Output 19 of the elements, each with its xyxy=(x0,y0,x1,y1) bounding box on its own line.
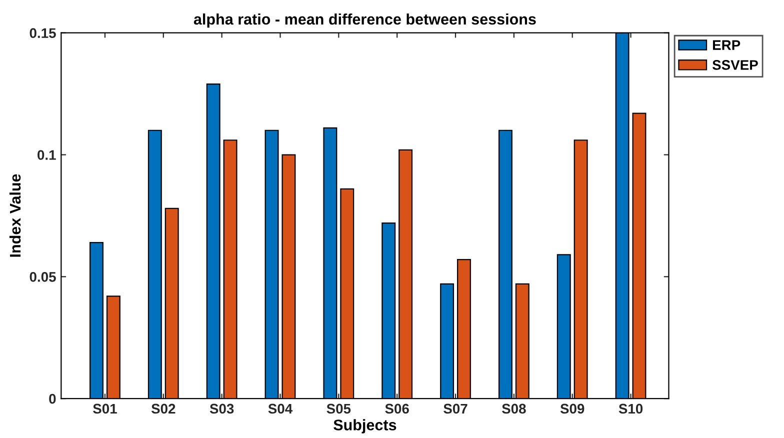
y-axis-title: Index Value xyxy=(9,174,21,257)
x-tick-label: S01 xyxy=(93,404,117,414)
x-axis-title: Subjects xyxy=(334,419,396,434)
x-tick-label: S02 xyxy=(151,404,176,414)
y-tick-label: 0.15 xyxy=(30,28,56,38)
x-tick-label: S03 xyxy=(210,404,234,414)
y-tick-label: 0 xyxy=(49,394,56,404)
x-tick-label: S07 xyxy=(444,404,468,414)
legend-label: SSVEP xyxy=(712,60,758,70)
y-tick-label: 0.1 xyxy=(38,150,56,160)
chart-title: alpha ratio - mean difference between sessions xyxy=(194,13,536,28)
legend-label: ERP xyxy=(712,40,740,50)
x-tick-label: S10 xyxy=(618,404,643,414)
x-tick-label: S04 xyxy=(268,404,293,414)
x-tick-label: S05 xyxy=(326,404,351,414)
y-tick-label: 0.05 xyxy=(30,272,56,282)
x-tick-label: S09 xyxy=(560,404,584,414)
x-tick-label: S06 xyxy=(385,404,409,414)
x-tick-label: S08 xyxy=(502,404,526,414)
